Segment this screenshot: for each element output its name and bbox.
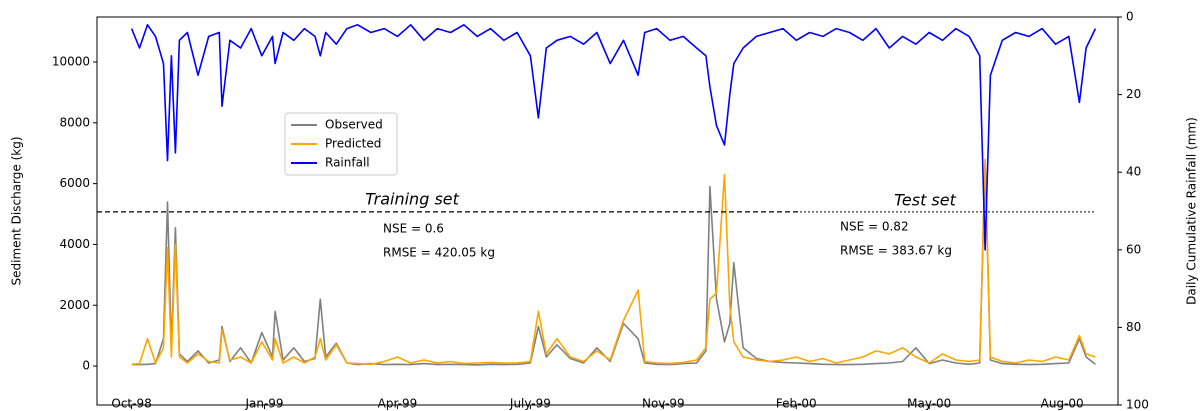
y2-tick-label: 60	[1126, 242, 1141, 256]
y-tick-label: 2000	[59, 298, 90, 312]
legend-label: Rainfall	[325, 156, 370, 170]
annotation: NSE = 0.82	[840, 220, 909, 234]
annotation: Training set	[365, 190, 460, 209]
annotation: RMSE = 420.05 kg	[383, 246, 495, 260]
y2-axis-label: Daily Cumulative Rainfall (mm)	[1185, 117, 1199, 305]
y-tick-label: 4000	[59, 237, 90, 251]
x-tick-label: Oct-98	[111, 397, 151, 411]
y-tick-label: 6000	[59, 176, 90, 190]
x-tick-label: Nov-99	[642, 397, 685, 411]
x-tick-label: Jan-99	[244, 397, 283, 411]
x-tick-label: Apr-99	[378, 397, 418, 411]
series-line	[131, 161, 1096, 366]
legend-label: Observed	[325, 118, 383, 132]
legend-box	[284, 112, 398, 176]
y2-tick-label: 20	[1126, 87, 1141, 101]
series-line	[130, 24, 1097, 251]
x-tick-label: Feb-00	[776, 397, 817, 411]
x-tick-label: May-00	[907, 397, 951, 411]
legend: Observed Predicted Rainfall	[284, 112, 398, 176]
y2-tick-label: 40	[1126, 165, 1141, 179]
y2-tick-label: 0	[1126, 10, 1134, 24]
y-tick-label: 10000	[52, 55, 90, 69]
annotation: Test set	[894, 191, 957, 210]
y2-tick-label: 100	[1126, 398, 1149, 411]
annotation: RMSE = 383.67 kg	[840, 244, 952, 258]
x-tick-label: Aug-00	[1041, 397, 1084, 411]
series-line	[131, 158, 1096, 366]
annotation: NSE = 0.6	[383, 222, 444, 236]
y2-tick-label: 80	[1126, 320, 1141, 334]
plot-frame	[96, 16, 1119, 406]
y-tick-label: 0	[82, 359, 90, 373]
plot-area	[130, 24, 1097, 366]
y-tick-label: 8000	[59, 115, 90, 129]
x-tick-label: July-99	[509, 397, 551, 411]
legend-label: Predicted	[325, 137, 381, 151]
y-axis-label: Sediment Discharge (kg)	[10, 137, 24, 286]
